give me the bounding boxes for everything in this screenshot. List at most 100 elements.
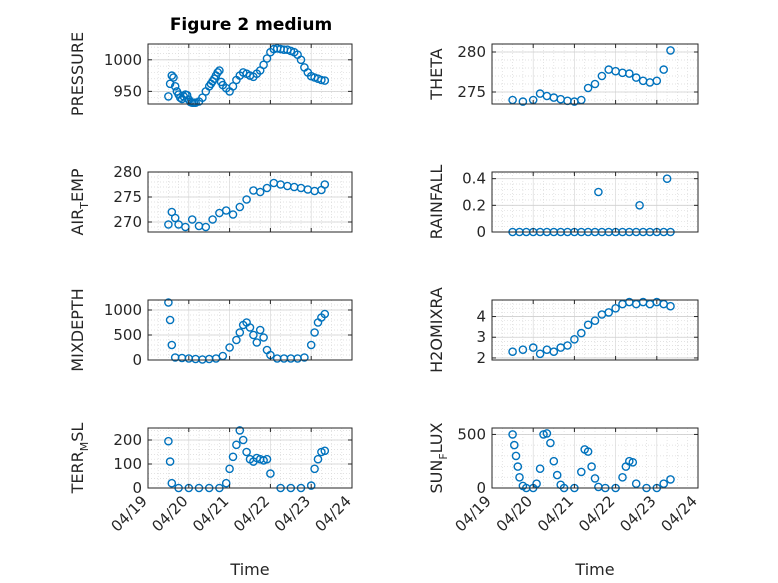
data-point-0	[170, 82, 180, 91]
y-tick-label-4: 500	[113, 326, 142, 344]
data-point-7	[625, 456, 634, 466]
y-tick-label-6: 200	[113, 431, 142, 449]
data-point-6	[262, 454, 272, 464]
data-point-4	[245, 323, 255, 332]
data-point-0	[182, 90, 192, 100]
data-point-7	[542, 429, 552, 438]
data-point-6	[232, 440, 241, 450]
data-point-6	[225, 464, 234, 474]
data-point-0	[259, 60, 268, 70]
data-point-5	[590, 316, 600, 326]
data-point-5	[535, 349, 545, 359]
data-point-2	[228, 210, 238, 219]
data-point-6	[238, 435, 248, 445]
data-point-5	[577, 328, 586, 338]
y-tick-label-2: 280	[113, 163, 142, 181]
data-point-3	[662, 174, 672, 183]
x-tick-label-6: 04/20	[148, 492, 191, 535]
data-point-6	[228, 452, 238, 462]
y-tick-label-5: 4	[476, 308, 486, 326]
data-point-3	[635, 200, 644, 210]
y-axis-label-3: RAINFALL	[427, 165, 446, 240]
data-point-7	[535, 464, 545, 474]
x-axis-label-6: Time	[229, 560, 269, 579]
data-point-4	[300, 353, 309, 362]
data-point-5	[518, 345, 528, 355]
data-point-7	[552, 470, 562, 480]
data-point-2	[262, 183, 272, 193]
y-tick-label-2: 275	[113, 188, 142, 206]
data-point-4	[252, 338, 262, 347]
data-point-4	[164, 298, 173, 307]
data-point-4	[249, 330, 258, 340]
data-point-1	[631, 73, 641, 82]
axes-box-2	[147, 171, 353, 233]
data-point-5	[570, 334, 579, 344]
data-point-7	[532, 479, 541, 489]
y-tick-label-0: 950	[113, 82, 142, 100]
y-axis-label-2: AIRTEMP	[68, 168, 91, 235]
x-tick-label-6: 04/22	[230, 492, 273, 535]
y-axis-label-4: MIXDEPTH	[68, 288, 87, 371]
y-tick-label-3: 0	[476, 223, 486, 241]
data-point-7	[577, 467, 586, 477]
data-point-2	[255, 187, 265, 197]
data-point-0	[167, 71, 177, 80]
data-point-1	[583, 83, 593, 93]
y-tick-label-3: 0.4	[462, 170, 486, 188]
data-point-6	[313, 454, 323, 464]
y-tick-label-3: 0.2	[462, 196, 486, 214]
data-point-5	[563, 341, 572, 350]
data-point-0	[213, 68, 222, 77]
x-tick-label-7: 04/19	[452, 492, 495, 535]
data-point-7	[509, 440, 519, 450]
data-point-7	[587, 462, 596, 471]
data-point-4	[165, 315, 175, 325]
axes-box-6	[147, 427, 353, 489]
y-axis-label-7: SUNFLUX	[427, 422, 450, 493]
data-point-6	[221, 478, 231, 488]
data-point-4	[306, 340, 316, 350]
data-point-5	[611, 303, 620, 313]
data-point-2	[320, 180, 330, 189]
data-point-6	[164, 436, 173, 446]
data-point-7	[549, 456, 559, 466]
data-point-5	[508, 347, 517, 357]
data-point-6	[242, 447, 251, 457]
data-point-4	[255, 325, 265, 335]
data-point-1	[652, 76, 662, 86]
y-axis-label-1: THETA	[427, 48, 446, 100]
x-tick-label-6: 04/19	[108, 492, 151, 535]
data-point-7	[583, 447, 593, 456]
data-point-6	[165, 457, 175, 466]
data-point-2	[242, 195, 251, 204]
data-point-7	[628, 457, 638, 467]
y-tick-label-1: 275	[457, 83, 486, 101]
data-point-0	[228, 82, 238, 91]
y-tick-label-2: 270	[113, 213, 142, 231]
data-point-7	[508, 430, 517, 439]
data-point-7	[659, 479, 669, 489]
axes-box-5	[491, 299, 699, 361]
data-point-6	[320, 446, 330, 456]
data-point-1	[518, 97, 528, 106]
y-tick-label-7: 500	[457, 425, 486, 443]
data-point-1	[659, 65, 669, 74]
data-point-0	[169, 73, 178, 82]
data-point-7	[513, 462, 523, 471]
data-point-6	[235, 426, 245, 435]
y-tick-label-7: 0	[476, 479, 486, 497]
y-tick-label-4: 1000	[104, 301, 142, 319]
figure-title: Figure 2 medium	[170, 15, 332, 35]
data-point-4	[320, 309, 330, 319]
y-tick-label-5: 3	[476, 328, 486, 346]
x-tick-label-7: 04/23	[616, 492, 659, 535]
data-point-6	[306, 481, 316, 490]
y-tick-label-6: 100	[113, 455, 142, 473]
data-point-0	[296, 55, 306, 65]
data-point-4	[310, 328, 319, 337]
data-point-1	[597, 71, 607, 81]
x-tick-label-6: 04/23	[271, 492, 314, 535]
axes-box-4	[147, 299, 353, 361]
